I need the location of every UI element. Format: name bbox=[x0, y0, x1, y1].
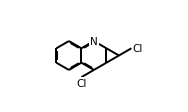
Text: Cl: Cl bbox=[132, 44, 143, 54]
Text: N: N bbox=[90, 37, 98, 47]
Text: Cl: Cl bbox=[76, 78, 87, 88]
